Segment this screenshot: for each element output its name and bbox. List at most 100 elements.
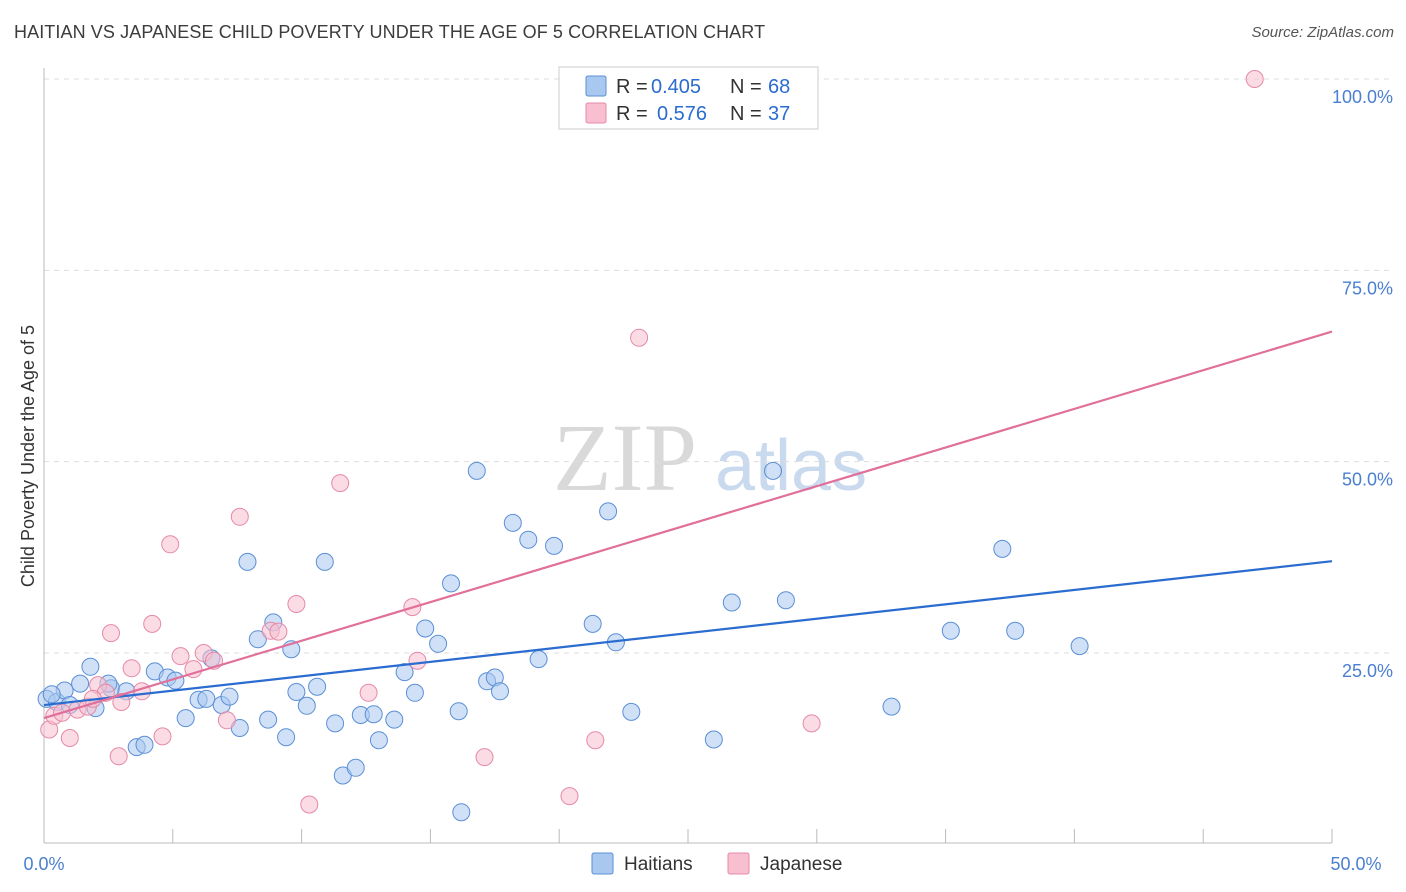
chart-title: HAITIAN VS JAPANESE CHILD POVERTY UNDER … [14, 22, 766, 42]
y-tick-label-0: 25.0% [1342, 661, 1393, 681]
haitians-point-45 [467, 461, 486, 480]
legend-swatch-haitians [585, 75, 607, 97]
haitians-point-31 [326, 714, 345, 733]
haitians-point-4 [71, 674, 90, 693]
y-tick-label-3: 100.0% [1332, 87, 1393, 107]
haitians-point-27 [287, 683, 306, 701]
haitians-point-28 [297, 696, 316, 715]
haitians-point-65 [1070, 637, 1089, 656]
haitians-point-50 [519, 530, 538, 549]
haitians-point-43 [449, 702, 468, 721]
legend-r-value-haitians: 0.405 [651, 76, 701, 98]
haitians-point-38 [395, 663, 414, 682]
haitians-point-40 [416, 619, 435, 638]
japanese-point-3 [60, 729, 79, 747]
haitians-point-41 [429, 634, 448, 653]
japanese-point-13 [153, 727, 172, 746]
source-attribution: Source: ZipAtlas.com [1251, 24, 1394, 41]
haitians-point-14 [176, 709, 195, 728]
legend-n-value-haitians: 68 [768, 76, 790, 98]
haitians-point-62 [941, 621, 960, 640]
y-tick-label-2: 75.0% [1342, 278, 1393, 298]
japanese-point-14 [161, 535, 180, 554]
haitians-point-49 [503, 513, 522, 532]
watermark-zip: ZIP [553, 404, 697, 511]
japanese-point-32 [630, 328, 649, 347]
haitians-point-64 [1006, 621, 1025, 640]
x-tick-label-max: 50.0% [1330, 854, 1381, 874]
haitians-point-19 [220, 687, 239, 706]
haitians-point-30 [315, 552, 334, 571]
japanese-point-24 [300, 795, 319, 814]
trend-line-haitians [43, 560, 1333, 707]
bottom-legend-swatch-japanese [727, 852, 750, 875]
haitians-point-21 [238, 552, 257, 571]
x-tick-label-min: 0.0% [23, 854, 64, 874]
japanese-point-31 [586, 731, 605, 750]
haitians-point-42 [442, 574, 460, 593]
japanese-point-26 [359, 683, 378, 702]
haitians-point-58 [722, 593, 741, 612]
japanese-point-12 [143, 614, 162, 633]
haitians-point-23 [259, 710, 278, 729]
japanese-point-25 [331, 474, 350, 493]
haitians-point-10 [135, 735, 154, 754]
haitians-point-44 [452, 803, 471, 822]
legend-r-value-japanese: 0.576 [657, 103, 707, 125]
haitians-point-63 [993, 539, 1012, 558]
haitians-point-33 [346, 758, 365, 777]
bottom-legend-label-haitians: Haitians [624, 854, 693, 875]
legend-swatch-japanese [585, 102, 607, 124]
y-tick-labels: 25.0% 50.0% 75.0% 100.0% [1332, 87, 1393, 681]
haitians-point-53 [583, 614, 602, 633]
haitians-point-35 [364, 705, 383, 724]
series-haitians [37, 461, 1089, 822]
haitians-point-5 [81, 657, 100, 676]
haitians-point-39 [405, 683, 424, 702]
haitians-point-66 [42, 685, 61, 704]
japanese-point-15 [171, 647, 190, 666]
x-axis-ticks [43, 829, 1333, 843]
japanese-point-23 [287, 595, 306, 613]
japanese-point-33 [802, 714, 821, 733]
japanese-point-29 [475, 748, 494, 767]
legend-r-label-japanese: R = [616, 103, 648, 125]
haitians-point-22 [248, 630, 267, 649]
haitians-point-29 [308, 677, 327, 696]
bottom-legend-swatch-haitians [591, 852, 614, 875]
legend-top: R = 0.405 N = 68 R = 0.576 N = 37 [558, 66, 819, 130]
y-axis-label: Child Poverty Under the Age of 5 [18, 325, 38, 587]
legend-r-label-haitians: R = [616, 76, 648, 98]
japanese-point-22 [269, 622, 288, 641]
japanese-point-8 [102, 624, 120, 643]
japanese-point-10 [122, 659, 141, 678]
haitians-point-61 [882, 697, 901, 716]
haitians-point-51 [529, 650, 548, 669]
legend-bottom: Haitians Japanese [591, 852, 842, 875]
haitians-point-57 [704, 730, 723, 749]
haitians-point-36 [369, 731, 388, 750]
japanese-point-20 [230, 507, 249, 526]
japanese-point-34 [1245, 70, 1264, 88]
haitians-point-52 [545, 536, 563, 555]
haitians-point-54 [599, 502, 618, 521]
haitians-point-16 [197, 689, 216, 708]
japanese-point-9 [109, 747, 128, 766]
haitians-point-56 [622, 702, 641, 721]
legend-n-label-japanese: N = [730, 103, 762, 125]
bottom-legend-label-japanese: Japanese [760, 854, 842, 875]
japanese-point-27 [408, 651, 427, 670]
watermark-atlas: atlas [715, 426, 867, 506]
haitians-point-25 [277, 728, 296, 747]
haitians-point-60 [776, 591, 795, 610]
haitians-point-48 [491, 682, 509, 701]
haitians-point-59 [764, 461, 782, 480]
legend-n-label-haitians: N = [730, 76, 762, 98]
y-tick-label-1: 50.0% [1342, 470, 1393, 490]
trend-line-japanese [43, 330, 1333, 720]
japanese-point-19 [217, 711, 236, 730]
haitians-point-37 [385, 710, 404, 729]
japanese-point-30 [560, 787, 579, 806]
legend-n-value-japanese: 37 [768, 103, 790, 125]
